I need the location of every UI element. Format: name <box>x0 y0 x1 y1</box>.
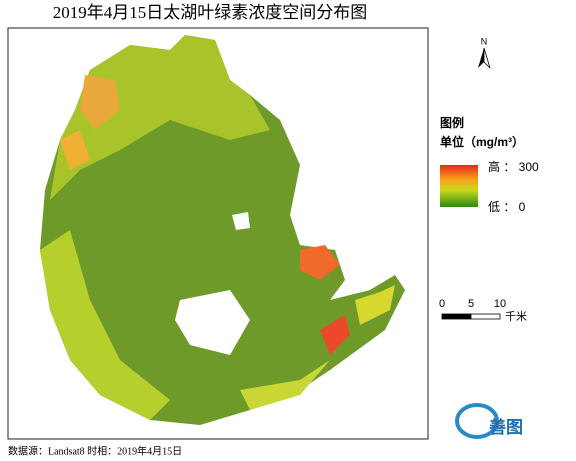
scale-unit: 千米 <box>505 310 527 323</box>
scale-tick-label: 5 <box>468 298 474 310</box>
legend-low: 低 ： 0 <box>488 200 526 214</box>
scale-segment <box>441 313 472 320</box>
legend-high: 高 ： 300 <box>488 159 539 174</box>
legend-ramp <box>440 165 478 207</box>
north-arrow: N <box>478 36 491 69</box>
legend: 图例 单位（mg/m³） 高 ： 300 低 ： 0 <box>440 115 539 214</box>
map-frame <box>7 27 429 440</box>
scale-segment <box>470 313 501 320</box>
scale-tick-label: 0 <box>439 298 445 310</box>
north-label: N <box>481 36 488 46</box>
logo-text: 善图 <box>489 417 523 438</box>
logo: 善图 <box>455 403 523 439</box>
legend-title: 图例 <box>440 115 464 130</box>
footer: 数据源：Landsat8 时相：2019年4月15日 <box>8 444 182 457</box>
lake <box>40 35 405 425</box>
scale-tick-label: 10 <box>494 298 506 310</box>
legend-unit: 单位（mg/m³） <box>440 134 524 149</box>
map-title: 2019年4月15日太湖叶绿素浓度空间分布图 <box>53 3 368 22</box>
